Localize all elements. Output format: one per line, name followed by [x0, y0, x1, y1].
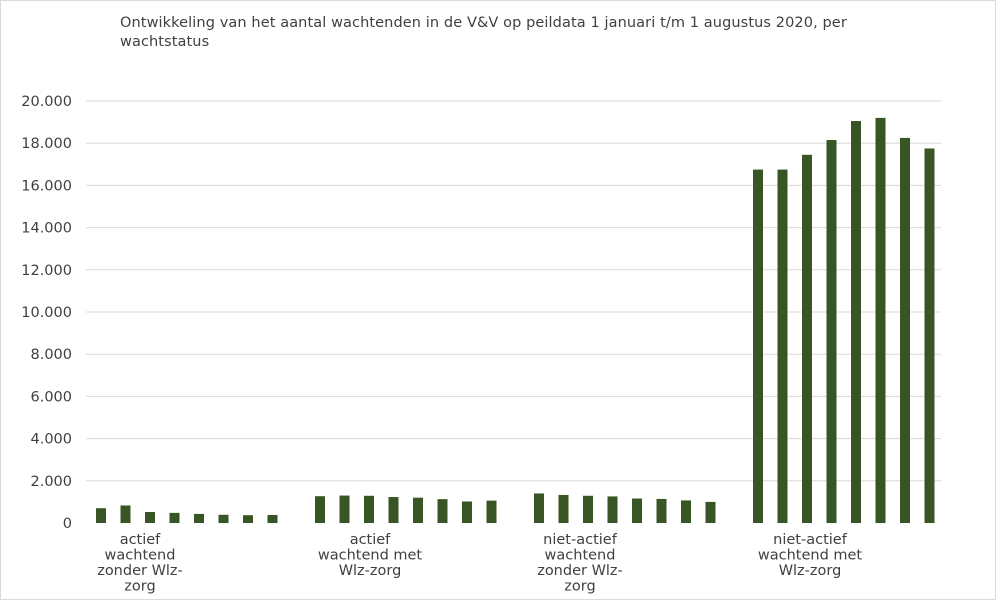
bar: [802, 154, 812, 523]
bar: [388, 497, 399, 523]
bar: [924, 148, 935, 523]
bar: [194, 513, 204, 523]
y-tick-label: 16.000: [21, 178, 72, 194]
y-tick-label: 4.000: [30, 432, 72, 448]
x-category-label: niet-actief wachtend met Wlz-zorg: [758, 532, 863, 579]
bar: [413, 497, 423, 523]
y-tick-label: 6.000: [30, 389, 72, 405]
y-tick-label: 2.000: [30, 474, 72, 490]
bar: [875, 117, 886, 523]
bar: [120, 505, 131, 523]
bar: [364, 495, 374, 523]
bar: [705, 501, 716, 523]
bar: [145, 512, 155, 523]
bar: [656, 498, 667, 523]
bars: [96, 117, 935, 524]
bar: [681, 500, 691, 523]
bar: [462, 501, 472, 523]
y-tick-label: 20.000: [21, 94, 72, 110]
bar: [339, 495, 350, 523]
bar: [218, 514, 229, 523]
chart-title: Ontwikkeling van het aantal wachtenden i…: [120, 15, 847, 50]
y-tick-label: 8.000: [30, 347, 72, 363]
x-category-label: actief wachtend met Wlz-zorg: [318, 532, 423, 579]
x-axis: actief wachtend zonder Wlz-zorg actief wacht…: [97, 532, 862, 595]
bar: [267, 514, 278, 523]
x-category-label: actief wachtend zonder Wlz-zorg: [97, 532, 183, 595]
bar: [632, 498, 642, 523]
bar: [534, 493, 544, 523]
y-axis: 0 2.000 4.000 6.000 8.000 10.000 12.000 14.000 1…: [21, 94, 72, 532]
bar: [437, 499, 448, 523]
bar: [558, 494, 569, 523]
y-tick-label: 18.000: [21, 136, 72, 152]
bar: [851, 121, 861, 524]
gridlines: [86, 100, 941, 482]
y-tick-label: 14.000: [21, 221, 72, 237]
y-tick-label: 10.000: [21, 305, 72, 321]
bar: [96, 508, 106, 523]
bar: [607, 496, 618, 523]
bar: [826, 140, 837, 523]
y-tick-label: 0: [63, 516, 72, 532]
bar: [169, 512, 180, 523]
bar: [777, 169, 788, 523]
bar: [486, 500, 497, 523]
bar: [315, 496, 325, 523]
x-category-label: niet-actief wachtend zonder Wlz-zorg: [537, 532, 623, 595]
bar: [753, 169, 763, 523]
bar: [900, 137, 910, 524]
bar: [583, 495, 593, 523]
bar: [243, 515, 253, 523]
y-tick-label: 12.000: [21, 263, 72, 279]
